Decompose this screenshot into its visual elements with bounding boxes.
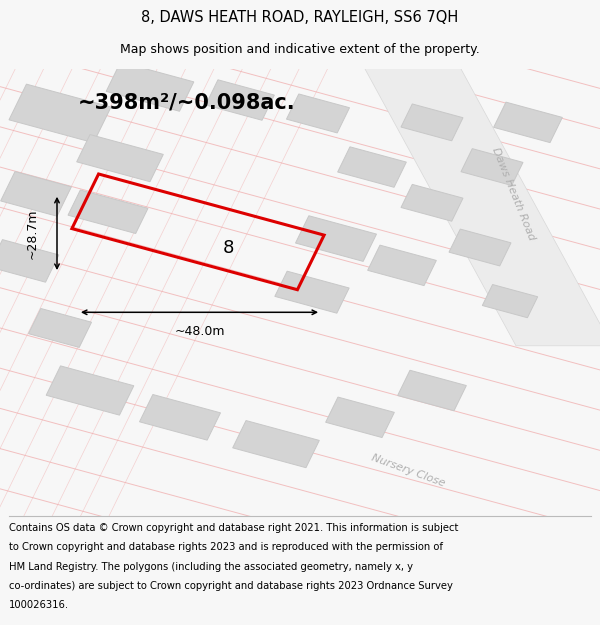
Polygon shape — [296, 216, 376, 261]
Polygon shape — [449, 229, 511, 266]
Polygon shape — [1, 171, 71, 216]
Polygon shape — [275, 271, 349, 313]
Polygon shape — [0, 239, 59, 282]
Polygon shape — [206, 80, 274, 120]
Text: 8, DAWS HEATH ROAD, RAYLEIGH, SS6 7QH: 8, DAWS HEATH ROAD, RAYLEIGH, SS6 7QH — [142, 9, 458, 24]
Text: 100026316.: 100026316. — [9, 600, 69, 610]
Polygon shape — [233, 421, 319, 468]
Text: ~28.7m: ~28.7m — [25, 208, 38, 259]
Polygon shape — [401, 184, 463, 221]
Text: ~398m²/~0.098ac.: ~398m²/~0.098ac. — [78, 92, 296, 112]
Polygon shape — [28, 309, 92, 348]
Text: Nursery Close: Nursery Close — [370, 453, 446, 489]
Polygon shape — [326, 397, 394, 437]
Text: 8: 8 — [223, 239, 233, 256]
Text: ~48.0m: ~48.0m — [174, 324, 225, 338]
Text: to Crown copyright and database rights 2023 and is reproduced with the permissio: to Crown copyright and database rights 2… — [9, 542, 443, 552]
Polygon shape — [461, 149, 523, 186]
Polygon shape — [368, 245, 436, 286]
Polygon shape — [9, 84, 111, 142]
Polygon shape — [77, 134, 163, 182]
Polygon shape — [482, 284, 538, 318]
Polygon shape — [360, 60, 600, 346]
Polygon shape — [398, 370, 466, 411]
Polygon shape — [338, 147, 406, 188]
Text: Map shows position and indicative extent of the property.: Map shows position and indicative extent… — [120, 43, 480, 56]
Polygon shape — [494, 102, 562, 142]
Polygon shape — [68, 190, 148, 234]
Text: Daws Heath Road: Daws Heath Road — [490, 146, 536, 242]
Text: HM Land Registry. The polygons (including the associated geometry, namely x, y: HM Land Registry. The polygons (includin… — [9, 561, 413, 571]
Polygon shape — [401, 104, 463, 141]
Polygon shape — [140, 394, 220, 440]
Polygon shape — [46, 366, 134, 415]
Polygon shape — [286, 94, 350, 133]
Text: co-ordinates) are subject to Crown copyright and database rights 2023 Ordnance S: co-ordinates) are subject to Crown copyr… — [9, 581, 453, 591]
Text: Contains OS data © Crown copyright and database right 2021. This information is : Contains OS data © Crown copyright and d… — [9, 523, 458, 533]
Polygon shape — [106, 62, 194, 111]
